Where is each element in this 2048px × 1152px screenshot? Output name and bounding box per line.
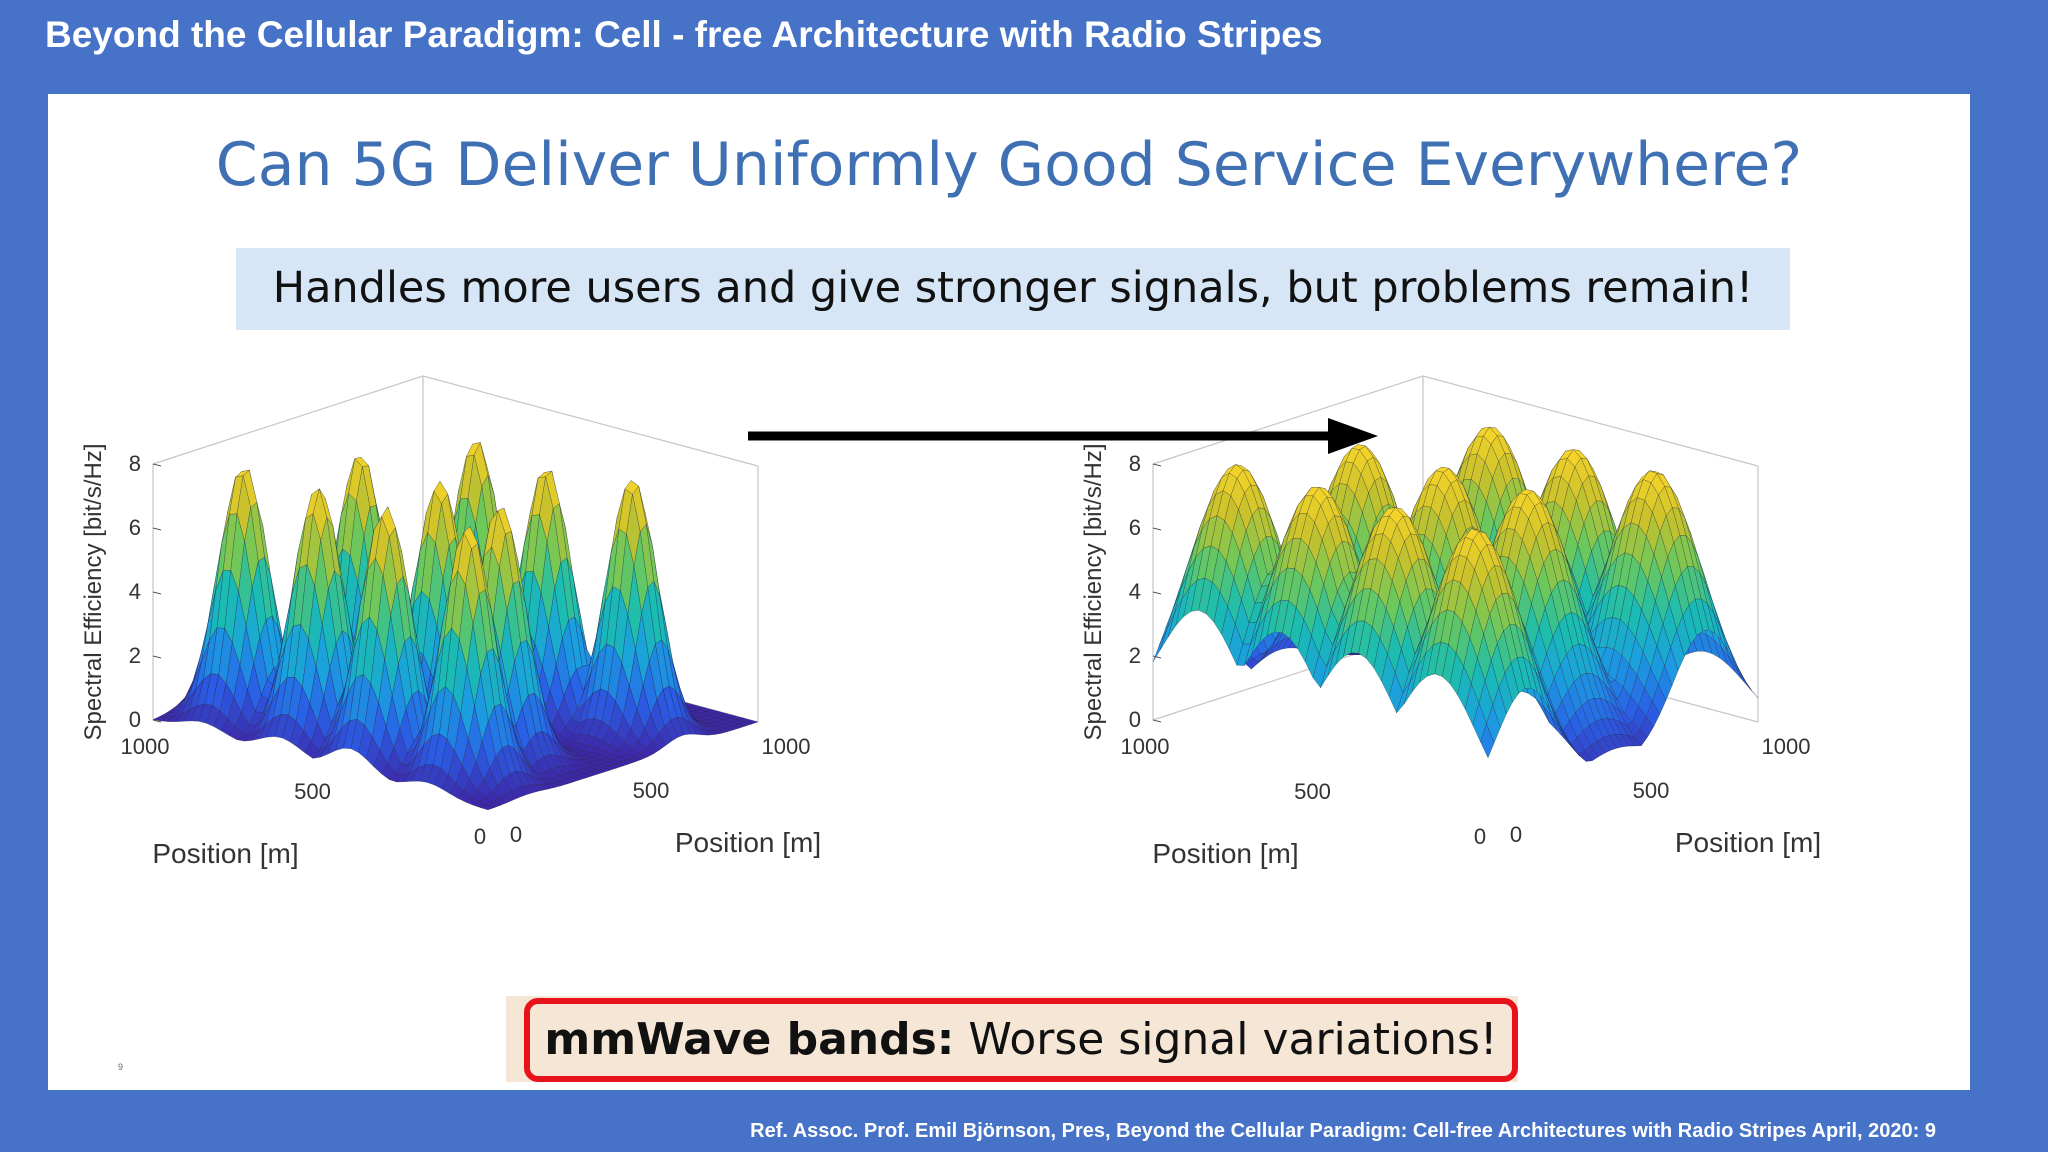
callout-rest-text: Worse signal variations! [954, 1014, 1498, 1065]
x-axis-label: Position [m] [1152, 838, 1298, 869]
y-tick-label: 0 [1510, 822, 1522, 847]
y-tick-label: 500 [633, 778, 670, 803]
surface-mesh [1152, 426, 1759, 762]
y-axis: 0 500 1000 Position [m] [1510, 734, 1821, 858]
y-tick-label: 0 [510, 822, 522, 847]
z-axis-label: Spectral Efficiency [bit/s/Hz] [1080, 444, 1107, 741]
surface-plot-right: 0 2 4 6 8 Spectral Efficiency [bit/s/Hz] 1000 5… [1080, 375, 1821, 869]
z-tick-label: 8 [1129, 451, 1141, 476]
x-axis-label: Position [m] [152, 838, 298, 869]
x-axis: 1000 500 0 Position [m] [121, 734, 487, 869]
callout-band [506, 996, 1518, 1082]
y-axis: 0 500 1000 Position [m] [510, 734, 821, 858]
z-tick-label: 8 [129, 451, 141, 476]
z-tick-label: 2 [129, 643, 141, 668]
y-tick-label: 1000 [1762, 734, 1811, 759]
callout-text: mmWave bands: Worse signal variations! [530, 1014, 1512, 1065]
z-tick-label: 4 [1129, 579, 1141, 604]
slide-number-mark: 9 [118, 1062, 124, 1072]
y-axis-label: Position [m] [1675, 827, 1821, 858]
callout-box: mmWave bands: Worse signal variations! [524, 998, 1518, 1082]
x-axis: 1000 500 0 Position [m] [1121, 734, 1487, 869]
x-tick-label: 1000 [121, 734, 170, 759]
y-tick-label: 500 [1633, 778, 1670, 803]
subtitle-text: Handles more users and give stronger sig… [272, 263, 1754, 313]
slide-title: Can 5G Deliver Uniformly Good Service Ev… [215, 130, 1803, 200]
slide: Can 5G Deliver Uniformly Good Service Ev… [48, 94, 1970, 1090]
reference-footer: Ref. Assoc. Prof. Emil Björnson, Pres, B… [750, 1120, 1936, 1142]
subtitle-box: Handles more users and give stronger sig… [236, 248, 1790, 330]
x-tick-label: 0 [1474, 824, 1486, 849]
x-tick-label: 0 [474, 824, 486, 849]
x-tick-label: 500 [1294, 779, 1331, 804]
x-tick-label: 500 [294, 779, 331, 804]
z-tick-label: 0 [1129, 707, 1141, 732]
surface-plot-left: 0 2 4 6 8 Spectral Efficiency [bit/s/Hz] 1000 5… [80, 375, 821, 869]
arrow-right-icon [748, 418, 1378, 454]
surface-mesh [152, 441, 759, 811]
z-axis: 0 2 4 6 8 Spectral Efficiency [bit/s/Hz] [1080, 444, 1162, 741]
z-tick-label: 2 [1129, 643, 1141, 668]
header-title: Beyond the Cellular Paradigm: Cell - fre… [45, 14, 1323, 55]
z-axis: 0 2 4 6 8 Spectral Efficiency [bit/s/Hz] [80, 444, 162, 741]
z-tick-label: 0 [129, 707, 141, 732]
y-axis-label: Position [m] [675, 827, 821, 858]
z-tick-label: 6 [129, 515, 141, 540]
callout-bold-text: mmWave bands: [544, 1014, 955, 1065]
z-tick-label: 4 [129, 579, 141, 604]
x-tick-label: 1000 [1121, 734, 1170, 759]
y-tick-label: 1000 [762, 734, 811, 759]
z-tick-label: 6 [1129, 515, 1141, 540]
z-axis-label: Spectral Efficiency [bit/s/Hz] [80, 444, 107, 741]
